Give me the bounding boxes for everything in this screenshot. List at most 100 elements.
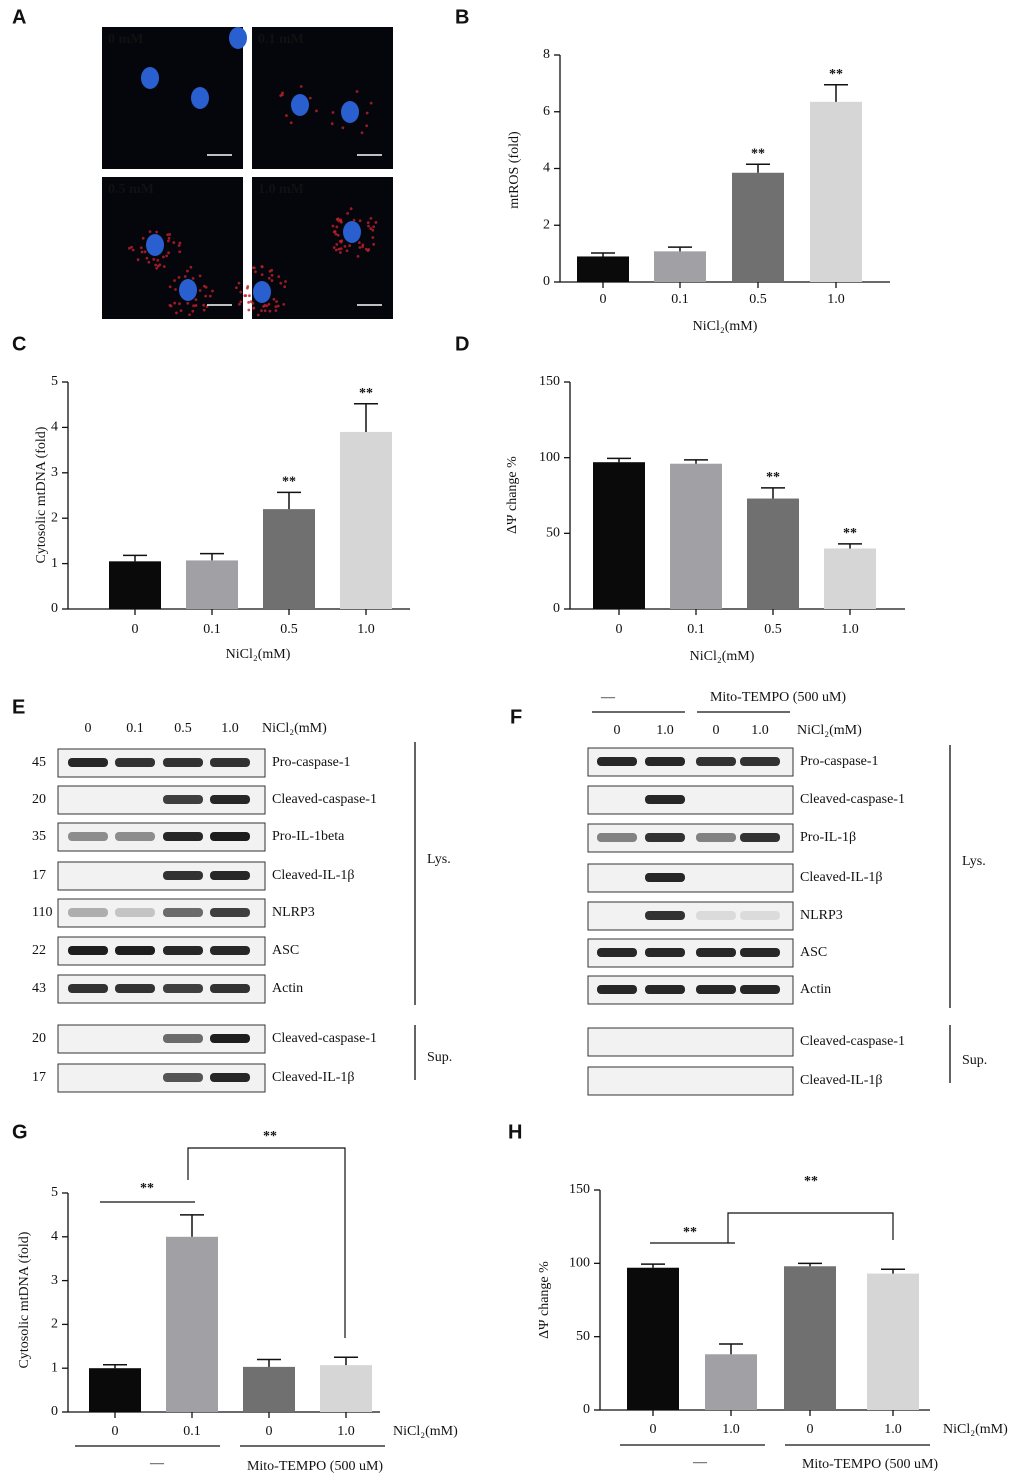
band [210, 1073, 250, 1082]
y-tick-label: 1 [51, 1360, 58, 1375]
error-bar [103, 1363, 127, 1369]
error-bar [746, 163, 770, 173]
y-tick-label: 150 [569, 1182, 590, 1197]
mito-signal [178, 250, 182, 254]
mito-signal [189, 265, 193, 269]
molecular-weight: 45 [32, 755, 46, 770]
band [696, 985, 736, 994]
mito-signal [178, 302, 181, 306]
y-axis-label: Cytosolic mtDNA (fold) [34, 426, 49, 563]
lane-label: 0.5 [174, 721, 192, 736]
band [68, 908, 108, 917]
bar [593, 462, 645, 609]
mito-signal [366, 221, 370, 225]
group-label: — [600, 690, 616, 705]
band [115, 758, 155, 767]
error-bar [123, 554, 147, 562]
lane-unit: NiCl₂(mM) [262, 721, 327, 736]
category-label: 0.5 [280, 622, 298, 637]
blot-strip [587, 785, 794, 815]
mito-signal [147, 260, 151, 264]
error-bar [668, 246, 692, 252]
mito-signal [202, 284, 206, 288]
x-axis-label: NiCl₂(mM) [393, 1424, 458, 1439]
mito-signal [346, 212, 350, 215]
error-bar [641, 1263, 665, 1268]
mito-signal [205, 305, 209, 308]
mito-signal [263, 304, 267, 307]
fraction-label: Lys. [427, 852, 451, 867]
bar [824, 548, 876, 609]
y-axis-label: mtROS (fold) [507, 131, 522, 209]
mito-signal [352, 218, 356, 222]
blot-label: Cleaved-caspase-1 [272, 1031, 377, 1046]
mito-signal [130, 245, 133, 249]
panel-label: D [455, 333, 469, 355]
x-axis-label: NiCl₂(mM) [690, 649, 755, 664]
mito-signal [355, 90, 359, 93]
x-axis-label: NiCl₂(mM) [943, 1422, 1008, 1437]
mito-signal [349, 207, 353, 211]
molecular-weight: 17 [32, 1070, 46, 1085]
mito-signal [167, 236, 171, 240]
mito-signal [140, 250, 144, 254]
blot-label: Pro-caspase-1 [272, 755, 351, 770]
band [696, 911, 736, 920]
band [163, 832, 203, 841]
blot-strip [587, 863, 794, 893]
panel-label: G [12, 1121, 28, 1143]
mito-signal [186, 301, 190, 305]
mito-signal [332, 230, 336, 234]
mito-signal [277, 275, 281, 279]
nucleus [179, 279, 197, 301]
mito-signal [178, 241, 182, 245]
category-label: 0 [132, 622, 139, 637]
mito-signal [289, 121, 293, 125]
nucleus [141, 67, 159, 89]
mito-signal [168, 232, 172, 236]
mito-signal [183, 275, 187, 278]
y-tick-label: 3 [51, 1273, 58, 1288]
panel-label: H [508, 1121, 522, 1143]
band [740, 757, 780, 766]
error-bar [881, 1268, 905, 1274]
mito-signal [165, 254, 169, 258]
mito-signal [357, 241, 361, 244]
mito-signal [369, 216, 373, 220]
y-tick-label: 8 [543, 47, 550, 62]
mito-signal [239, 290, 243, 294]
bar [243, 1366, 295, 1412]
significance: ** [766, 470, 780, 485]
group-label: Mito-TEMPO (500 uM) [710, 690, 846, 705]
image-label: 0.1 mM [258, 32, 304, 47]
mito-signal [369, 227, 373, 230]
error-bar [824, 84, 848, 102]
mito-signal [248, 294, 251, 298]
band [740, 833, 780, 842]
band [115, 908, 155, 917]
bar [784, 1266, 836, 1410]
mito-signal [348, 244, 352, 247]
panel-label: E [12, 696, 25, 718]
mito-signal [208, 294, 212, 298]
y-tick-label: 4 [51, 1229, 58, 1244]
y-tick-label: 150 [539, 374, 560, 389]
error-bar [257, 1358, 281, 1367]
mito-signal [260, 265, 264, 268]
blot-label: Cleaved-IL-1β [800, 870, 883, 885]
band [210, 946, 250, 955]
mito-signal [167, 251, 171, 255]
band [163, 908, 203, 917]
significance: ** [829, 67, 843, 82]
blot-strip [587, 1066, 794, 1096]
mito-signal [136, 258, 140, 262]
error-bar [277, 491, 301, 510]
blot-label: Cleaved-caspase-1 [800, 1034, 905, 1049]
blot-label: Pro-caspase-1 [800, 754, 879, 769]
mito-signal [202, 303, 206, 307]
fraction-label: Sup. [962, 1053, 987, 1068]
category-label: 1.0 [722, 1422, 740, 1437]
group-label: — [149, 1456, 165, 1471]
mito-signal [238, 302, 241, 306]
band [163, 1034, 203, 1043]
